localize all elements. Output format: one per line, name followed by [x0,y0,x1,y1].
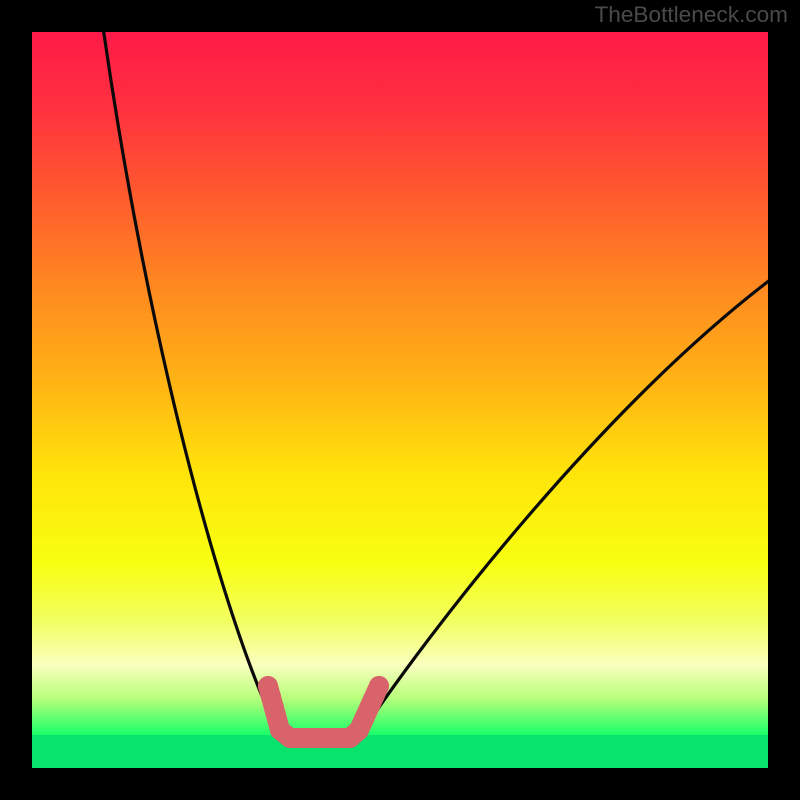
green-success-band [32,735,768,768]
chart-stage: TheBottleneck.com [0,0,800,800]
watermark-text: TheBottleneck.com [594,2,788,28]
chart-svg [0,0,800,800]
gradient-plot-area [32,32,768,768]
